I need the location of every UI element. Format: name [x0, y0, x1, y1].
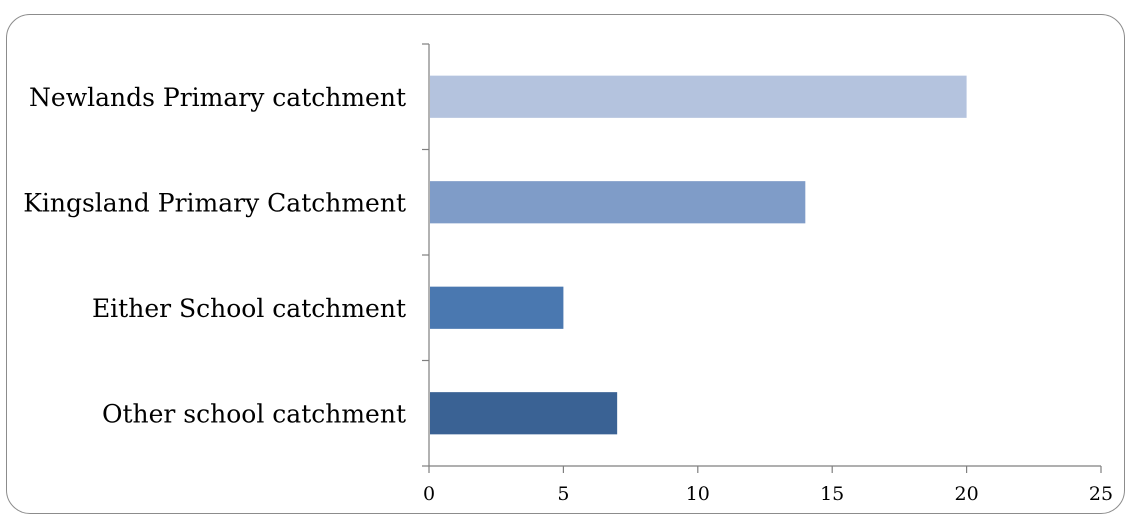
x-tick-label: 10 [686, 483, 710, 505]
category-label: Either School catchment [92, 294, 406, 323]
chart-labels: 0 5 10 15 20 25 Newlands Primary catchment King… [23, 83, 1113, 505]
x-tick-label: 15 [820, 483, 844, 505]
x-tick-label: 25 [1089, 483, 1113, 505]
category-label: Newlands Primary catchment [29, 83, 406, 112]
category-label: Kingsland Primary Catchment [23, 188, 406, 217]
bar [430, 392, 618, 435]
bar [430, 286, 564, 329]
bar [430, 75, 967, 118]
chart-axes [422, 43, 1102, 473]
chart-bars [430, 75, 967, 435]
category-label: Other school catchment [102, 399, 406, 428]
x-tick-label: 5 [557, 483, 569, 505]
x-tick-label: 20 [955, 483, 979, 505]
x-tick-label: 0 [423, 483, 435, 505]
bar [430, 181, 806, 224]
